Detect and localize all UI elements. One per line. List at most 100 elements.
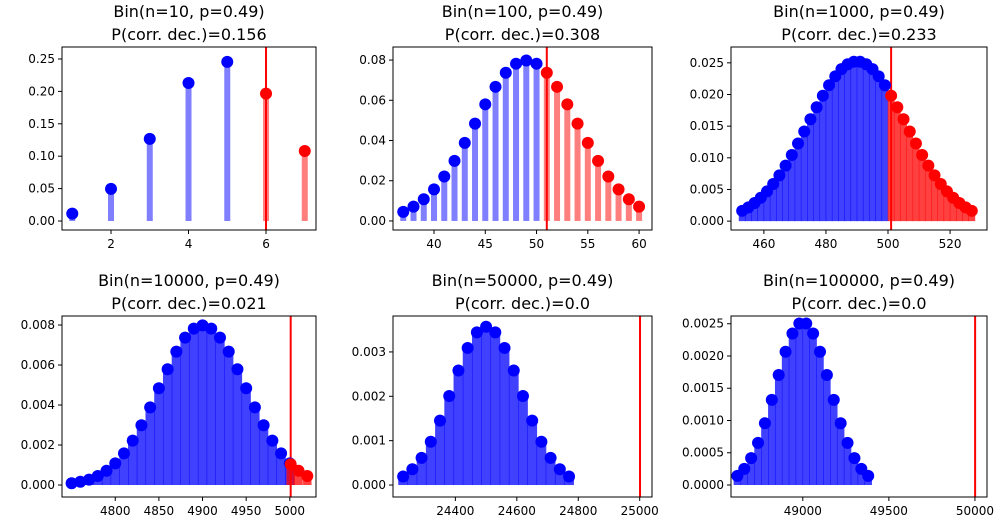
- stem: [276, 453, 286, 485]
- marker: [424, 435, 437, 448]
- marker: [891, 101, 904, 114]
- y-tick-label: 0.0020: [682, 349, 724, 363]
- subplot-subtitle: P(corr. dec.)=0.0: [791, 294, 926, 313]
- plot-area: [65, 316, 314, 497]
- stem: [420, 199, 427, 221]
- marker: [592, 154, 605, 167]
- stem: [788, 154, 796, 222]
- y-tick-label: 0.0025: [682, 317, 724, 331]
- marker: [461, 341, 474, 354]
- y-tick-label: 0.06: [359, 93, 386, 107]
- stem: [241, 388, 251, 485]
- stem: [471, 332, 482, 486]
- marker: [292, 464, 305, 477]
- y-tick-label: 0.08: [359, 53, 386, 67]
- marker: [767, 177, 780, 190]
- subplot-subtitle: P(corr. dec.)=0.021: [111, 294, 266, 313]
- stem: [101, 470, 112, 485]
- stem: [499, 347, 510, 486]
- marker: [738, 462, 751, 475]
- x-tick-label: 24400: [436, 504, 474, 518]
- marker: [221, 55, 234, 68]
- axes-frame: [392, 315, 653, 498]
- x-tick-label: 6: [262, 237, 270, 251]
- marker: [807, 327, 820, 340]
- marker: [489, 326, 502, 339]
- x-tick-label: 40: [426, 237, 441, 251]
- marker: [827, 393, 840, 406]
- stem: [781, 351, 790, 486]
- stem: [605, 176, 612, 221]
- stem: [267, 440, 278, 485]
- marker: [143, 132, 156, 145]
- marker: [928, 169, 941, 182]
- marker: [284, 458, 297, 471]
- stem: [453, 370, 464, 486]
- stem: [171, 351, 182, 485]
- stem: [794, 143, 802, 222]
- marker: [105, 182, 118, 195]
- plot-area: [397, 316, 642, 497]
- stem: [492, 86, 499, 221]
- stem: [747, 458, 755, 486]
- marker: [820, 369, 833, 382]
- x-tick-label: 4800: [100, 504, 131, 518]
- marker: [885, 89, 898, 102]
- stem: [912, 143, 920, 222]
- marker: [841, 436, 854, 449]
- marker: [544, 451, 557, 464]
- marker: [965, 204, 978, 217]
- stem: [154, 388, 164, 485]
- stem: [625, 199, 632, 221]
- stem: [955, 203, 963, 222]
- marker: [498, 341, 511, 354]
- x-tick-label: 49000: [784, 504, 822, 518]
- marker: [765, 393, 778, 406]
- y-tick-label: 0.000: [690, 214, 724, 228]
- marker: [922, 159, 935, 172]
- stem: [410, 206, 417, 221]
- marker: [126, 434, 139, 447]
- marker: [397, 470, 410, 483]
- stem: [862, 64, 870, 222]
- marker: [248, 401, 261, 414]
- marker: [179, 331, 192, 344]
- stem: [250, 407, 260, 485]
- plot-area: [731, 316, 977, 497]
- y-tick-label: 0.000: [21, 478, 55, 492]
- marker: [260, 87, 273, 100]
- y-tick-label: 0.010: [690, 151, 724, 165]
- y-tick-label: 0.25: [28, 52, 55, 66]
- stem: [595, 160, 602, 221]
- subplot: Bin(n=10000, p=0.49) P(corr. dec.)=0.021 0…: [21, 271, 317, 518]
- stem: [472, 123, 479, 221]
- stem: [128, 440, 138, 485]
- axes-frame: [730, 315, 988, 498]
- y-tick-label: 0.020: [690, 87, 724, 101]
- stem: [224, 351, 234, 485]
- x-tick-label: 4900: [187, 504, 218, 518]
- marker: [479, 98, 492, 111]
- x-tick-label: 4: [185, 237, 193, 251]
- stem: [857, 468, 866, 486]
- x-tick-label: 45: [478, 237, 493, 251]
- marker: [438, 170, 451, 183]
- stem: [110, 463, 120, 485]
- stem: [893, 107, 901, 222]
- stem: [768, 399, 776, 486]
- stem: [119, 453, 129, 485]
- marker: [434, 414, 447, 427]
- marker: [452, 364, 465, 377]
- marker: [551, 80, 564, 93]
- marker: [798, 125, 811, 138]
- marker: [786, 327, 799, 340]
- stem: [761, 423, 769, 486]
- stem: [518, 396, 528, 486]
- x-tick-label: 4850: [144, 504, 175, 518]
- marker: [100, 464, 113, 477]
- marker: [499, 66, 512, 79]
- stem: [875, 76, 883, 222]
- marker: [773, 169, 786, 182]
- y-tick-label: 0.003: [352, 345, 386, 359]
- stem: [508, 370, 519, 486]
